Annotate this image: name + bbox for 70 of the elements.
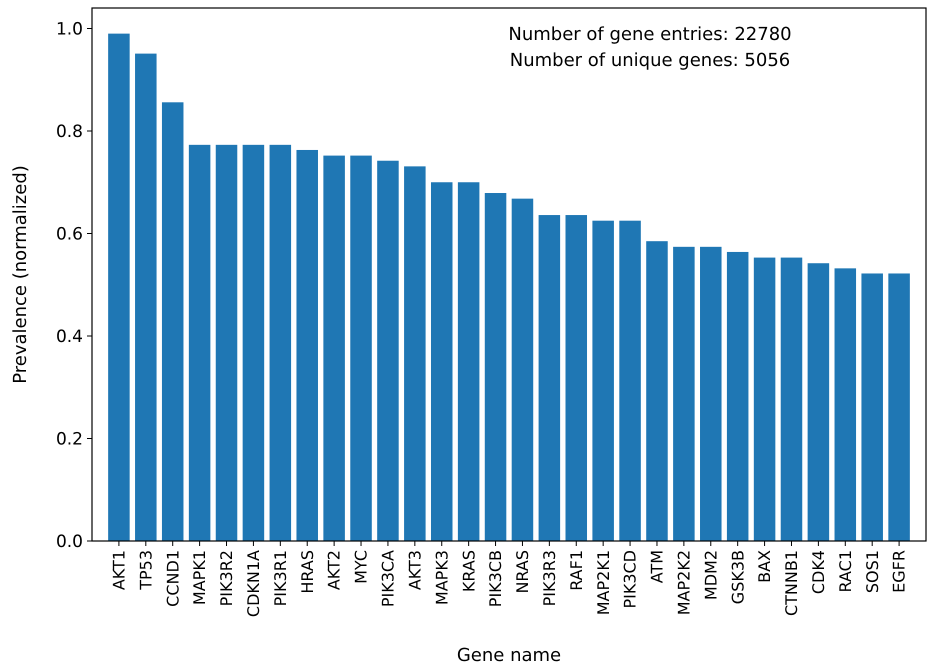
annotation: Number of unique genes: 5056 <box>510 50 790 71</box>
bar <box>592 220 614 541</box>
x-tick-label: PIK3R3 <box>540 550 559 606</box>
y-tick-label: 0.4 <box>56 326 83 347</box>
bar <box>377 160 399 541</box>
x-tick-label: MAP2K1 <box>594 550 613 616</box>
x-tick-label: PIK3R1 <box>270 550 290 606</box>
bar <box>726 252 748 541</box>
x-tick-label: CCND1 <box>163 550 182 607</box>
bar <box>646 241 668 541</box>
y-tick-label: 0.6 <box>56 224 83 244</box>
y-tick-label: 0.0 <box>56 532 83 552</box>
x-tick-label: CDK4 <box>808 550 828 594</box>
x-tick-label: CTNNB1 <box>782 550 802 616</box>
bar <box>484 193 506 541</box>
x-tick-label: PIK3CA <box>378 550 398 608</box>
x-tick-label: MAPK3 <box>432 550 452 606</box>
bar <box>323 156 345 541</box>
x-tick-label: ATM <box>648 550 667 584</box>
bar <box>834 268 856 541</box>
bar <box>754 258 776 541</box>
x-tick-label: TP53 <box>136 550 156 591</box>
x-axis-title: Gene name <box>456 645 562 666</box>
x-tick-label: MAPK1 <box>190 550 210 606</box>
x-tick-label: PIK3R2 <box>217 550 236 606</box>
x-tick-label: AKT2 <box>324 550 344 590</box>
y-tick-label: 0.8 <box>56 122 83 142</box>
x-tick-label: NRAS <box>513 550 532 594</box>
bar <box>512 198 534 541</box>
y-tick-label: 0.2 <box>56 429 83 450</box>
x-tick-label: MYC <box>352 550 371 584</box>
x-tick-label: AKT1 <box>110 550 129 590</box>
x-tick-label: RAC1 <box>836 550 855 592</box>
bar <box>458 182 480 541</box>
bar <box>404 166 426 541</box>
x-tick-label: RAF1 <box>566 550 586 591</box>
bar <box>135 54 157 541</box>
x-tick-label: GSK3B <box>728 550 748 604</box>
y-axis-title: Prevalence (normalized) <box>10 165 31 384</box>
x-tick-label: HRAS <box>298 550 317 594</box>
bar <box>861 273 883 541</box>
bar <box>188 144 210 541</box>
x-tick-label: EGFR <box>890 550 909 593</box>
bar <box>242 144 264 541</box>
bar <box>780 258 802 541</box>
bar <box>538 215 560 541</box>
x-tick-label: KRAS <box>459 550 478 592</box>
x-tick-label: MAP2K2 <box>674 550 694 616</box>
bar <box>565 215 588 541</box>
annotation: Number of gene entries: 22780 <box>508 24 792 45</box>
bar <box>162 102 184 541</box>
x-tick-label: PIK3CB <box>486 550 506 608</box>
x-tick-label: CDKN1A <box>244 550 264 618</box>
bar <box>619 220 641 541</box>
x-tick-label: PIK3CD <box>620 550 640 609</box>
x-tick-label: SOS1 <box>862 550 882 594</box>
bar <box>888 273 910 541</box>
bar <box>350 156 372 541</box>
y-tick-label: 1.0 <box>56 19 83 40</box>
bar <box>108 34 130 541</box>
bar <box>700 246 722 541</box>
bar <box>270 144 292 541</box>
x-tick-label: AKT3 <box>405 550 424 590</box>
x-tick-label: BAX <box>755 550 774 583</box>
bar <box>430 182 453 541</box>
bar <box>296 150 318 541</box>
bar <box>673 246 695 541</box>
bar <box>216 144 238 541</box>
x-tick-label: MDM2 <box>701 550 720 600</box>
bar <box>808 263 830 541</box>
